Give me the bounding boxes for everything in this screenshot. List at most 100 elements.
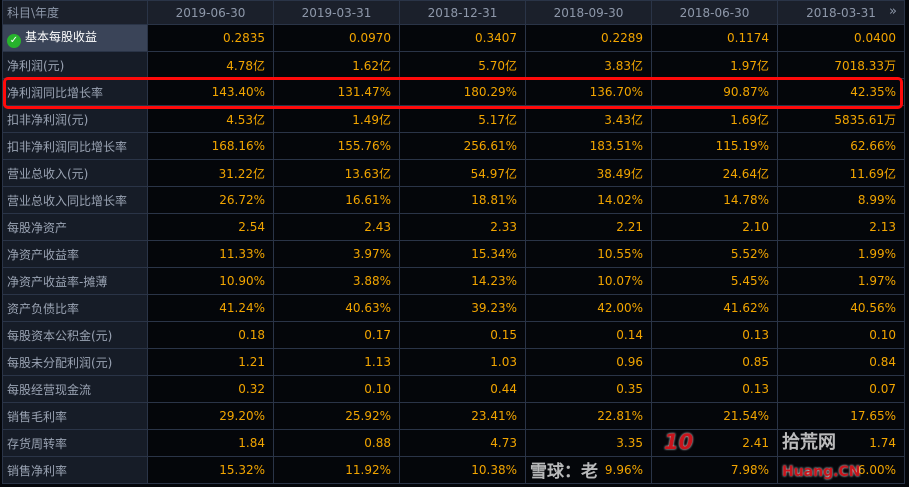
value-cell: 7.98% — [651, 456, 778, 484]
check-icon: ✓ — [7, 34, 21, 48]
table-row[interactable]: 营业总收入同比增长率 26.72% 16.61% 18.81% 14.02% 14.78%… — [2, 186, 905, 214]
value-cell: 180.29% — [399, 78, 526, 106]
value-cell: 1.03 — [399, 348, 526, 376]
value-cell: 0.2289 — [525, 24, 652, 52]
value-cell: 1.84 — [147, 429, 274, 457]
table-row[interactable]: 每股经营现金流 0.32 0.10 0.44 0.35 0.13 0.07 — [2, 375, 905, 403]
value-cell: 2.21 — [525, 213, 652, 241]
table-row[interactable]: 扣非净利润同比增长率 168.16% 155.76% 256.61% 183.51% 11… — [2, 132, 905, 160]
table-row[interactable]: 扣非净利润(元) 4.53亿 1.49亿 5.17亿 3.43亿 1.69亿 5835.61… — [2, 105, 905, 133]
value-cell: 5.17亿 — [399, 105, 526, 133]
value-cell: 41.24% — [147, 294, 274, 322]
value-cell: 4.73 — [399, 429, 526, 457]
value-cell: 1.49亿 — [273, 105, 400, 133]
row-label[interactable]: ✓ 基本每股收益 — [2, 24, 148, 52]
value-cell: 10.07% — [525, 267, 652, 295]
value-cell: 5.45% — [651, 267, 778, 295]
row-label-text: 营业总收入同比增长率 — [7, 193, 128, 208]
table-row[interactable]: 营业总收入(元) 31.22亿 13.63亿 54.97亿 38.49亿 24.64亿 11… — [2, 159, 905, 187]
row-label-text: 扣非净利润同比增长率 — [7, 139, 128, 154]
row-label[interactable]: 销售净利率 — [2, 456, 148, 484]
value-cell: 8.99% — [777, 186, 905, 214]
row-label-text: 每股经营现金流 — [7, 382, 92, 397]
value-cell: 0.96 — [525, 348, 652, 376]
table-row[interactable]: 每股资本公积金(元) 0.18 0.17 0.15 0.14 0.13 0.10 — [2, 321, 905, 349]
value-cell: 1.69亿 — [651, 105, 778, 133]
date-header[interactable]: 2018-12-31 — [399, 0, 526, 25]
value-cell: 18.81% — [399, 186, 526, 214]
value-cell: 40.56% — [777, 294, 905, 322]
value-cell: 0.88 — [273, 429, 400, 457]
value-cell: 31.22亿 — [147, 159, 274, 187]
value-cell: 11.33% — [147, 240, 274, 268]
table-row[interactable]: 净利润同比增长率 143.40% 131.47% 180.29% 136.70% 90.8… — [2, 78, 905, 106]
value-cell: 16.61% — [273, 186, 400, 214]
row-label-text: 基本每股收益 — [25, 30, 98, 44]
value-cell: 2.41 — [651, 429, 778, 457]
row-label-text: 扣非净利润(元) — [7, 112, 89, 127]
value-cell: 2.13 — [777, 213, 905, 241]
row-label[interactable]: 销售毛利率 — [2, 402, 148, 430]
double-chevron-right-icon[interactable]: » — [889, 4, 897, 19]
row-label[interactable]: 资产负债比率 — [2, 294, 148, 322]
row-label[interactable]: 扣非净利润同比增长率 — [2, 132, 148, 160]
row-label[interactable]: 净利润同比增长率 — [2, 78, 148, 106]
value-cell: 13.63亿 — [273, 159, 400, 187]
table-row[interactable]: 净资产收益率 11.33% 3.97% 15.34% 10.55% 5.52% 1.99% — [2, 240, 905, 268]
row-label[interactable]: 每股未分配利润(元) — [2, 348, 148, 376]
row-label[interactable]: 每股资本公积金(元) — [2, 321, 148, 349]
row-label[interactable]: 净资产收益率 — [2, 240, 148, 268]
row-label[interactable]: 每股净资产 — [2, 213, 148, 241]
value-cell: 143.40% — [147, 78, 274, 106]
value-cell: 22.81% — [525, 402, 652, 430]
row-label[interactable]: 净资产收益率-摊薄 — [2, 267, 148, 295]
row-label-text: 净资产收益率 — [7, 247, 80, 262]
row-label[interactable]: 存货周转率 — [2, 429, 148, 457]
value-cell: 41.62% — [651, 294, 778, 322]
value-cell: 0.07 — [777, 375, 905, 403]
corner-header: 科目\年度 — [2, 0, 148, 25]
table-row[interactable]: 净利润(元) 4.78亿 1.62亿 5.70亿 3.83亿 1.97亿 7018.33万 — [2, 51, 905, 79]
value-cell: 1.62亿 — [273, 51, 400, 79]
row-label[interactable]: 每股经营现金流 — [2, 375, 148, 403]
value-cell: 23.41% — [399, 402, 526, 430]
row-label-text: 销售净利率 — [7, 463, 68, 478]
row-label[interactable]: 净利润(元) — [2, 51, 148, 79]
table-row[interactable]: 每股净资产 2.54 2.43 2.33 2.21 2.10 2.13 — [2, 213, 905, 241]
value-cell: 3.97% — [273, 240, 400, 268]
row-label[interactable]: 营业总收入(元) — [2, 159, 148, 187]
value-cell: 0.14 — [525, 321, 652, 349]
value-cell: 115.19% — [651, 132, 778, 160]
value-cell: 155.76% — [273, 132, 400, 160]
date-header[interactable]: 2018-09-30 — [525, 0, 652, 25]
row-label-text: 销售毛利率 — [7, 409, 68, 424]
row-label[interactable]: 营业总收入同比增长率 — [2, 186, 148, 214]
value-cell: 0.10 — [777, 321, 905, 349]
table-row[interactable]: 存货周转率 1.84 0.88 4.73 3.35 2.41 1.74 — [2, 429, 905, 457]
table-row[interactable]: ✓ 基本每股收益 0.2835 0.0970 0.3407 0.2289 0.1174 0.0… — [2, 24, 905, 52]
value-cell: 256.61% — [399, 132, 526, 160]
value-cell: 38.49亿 — [525, 159, 652, 187]
value-cell: 2.43 — [273, 213, 400, 241]
date-header[interactable]: 2018-03-31 — [777, 0, 905, 25]
date-header[interactable]: 2019-03-31 — [273, 0, 400, 25]
value-cell: 168.16% — [147, 132, 274, 160]
table-row[interactable]: 每股未分配利润(元) 1.21 1.13 1.03 0.96 0.85 0.84 — [2, 348, 905, 376]
date-header[interactable]: 2019-06-30 — [147, 0, 274, 25]
table-row[interactable]: 销售净利率 15.32% 11.92% 10.38% 9.96% 7.98% 6.00% — [2, 456, 905, 484]
table-row[interactable]: 销售毛利率 29.20% 25.92% 23.41% 22.81% 21.54% 17.65… — [2, 402, 905, 430]
value-cell: 3.88% — [273, 267, 400, 295]
value-cell: 42.00% — [525, 294, 652, 322]
table-row[interactable]: 资产负债比率 41.24% 40.63% 39.23% 42.00% 41.62% 40.5… — [2, 294, 905, 322]
value-cell: 39.23% — [399, 294, 526, 322]
table-row[interactable]: 净资产收益率-摊薄 10.90% 3.88% 14.23% 10.07% 5.45% 1.9… — [2, 267, 905, 295]
row-label[interactable]: 扣非净利润(元) — [2, 105, 148, 133]
row-label-text: 每股净资产 — [7, 220, 68, 235]
value-cell: 14.02% — [525, 186, 652, 214]
value-cell: 21.54% — [651, 402, 778, 430]
date-header[interactable]: 2018-06-30 — [651, 0, 778, 25]
value-cell: 4.78亿 — [147, 51, 274, 79]
value-cell: 131.47% — [273, 78, 400, 106]
value-cell: 25.92% — [273, 402, 400, 430]
value-cell: 90.87% — [651, 78, 778, 106]
